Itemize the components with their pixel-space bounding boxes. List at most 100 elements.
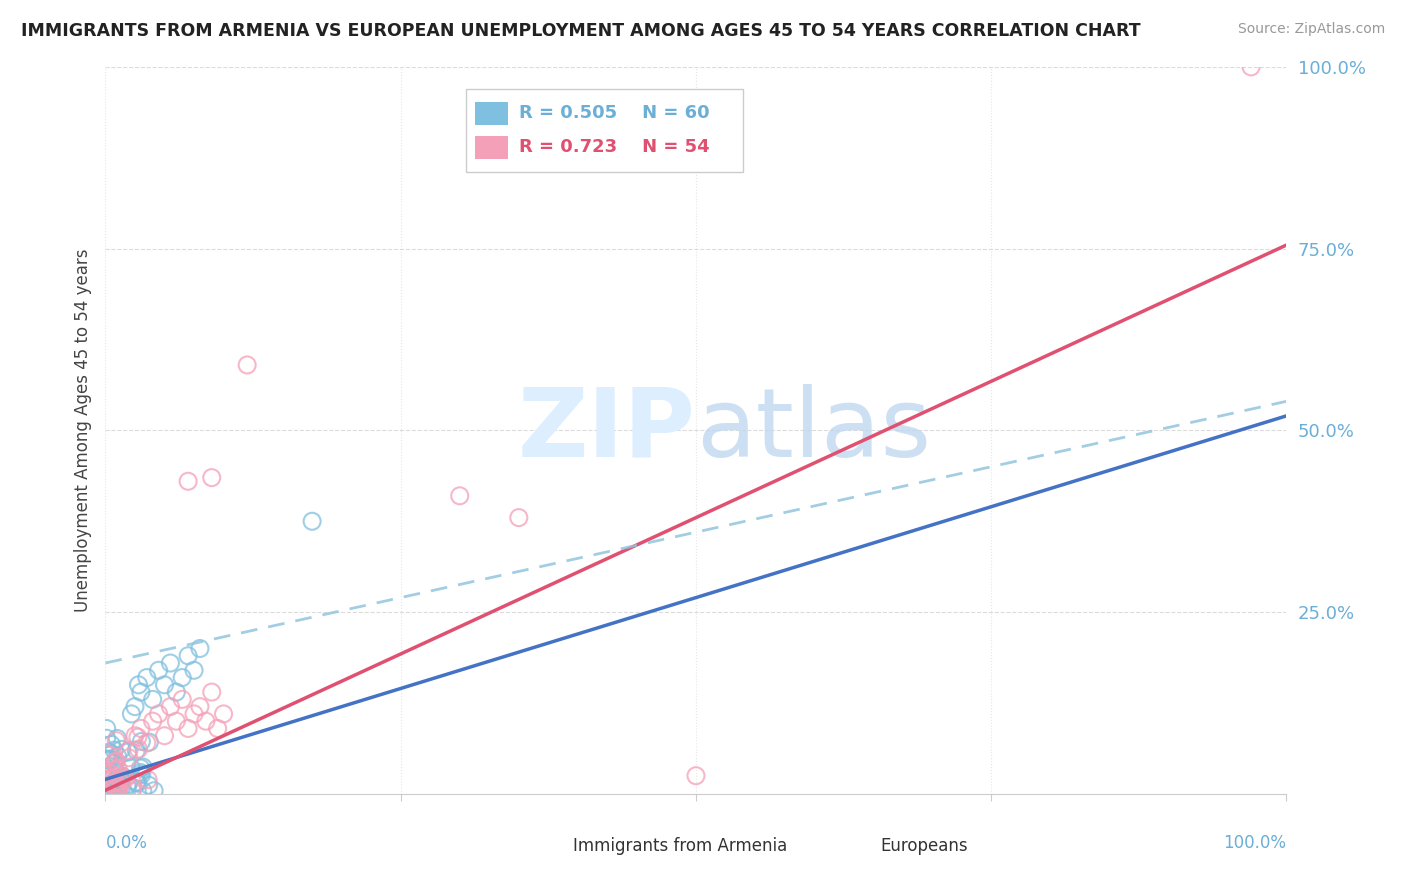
Text: 100.0%: 100.0%	[1223, 834, 1286, 852]
Point	[177, 722, 200, 736]
Point	[103, 779, 125, 793]
Point	[111, 769, 134, 783]
Point	[124, 729, 146, 743]
Point	[207, 722, 229, 736]
Point	[201, 685, 224, 699]
Point	[165, 685, 187, 699]
Point	[98, 745, 121, 759]
Point	[97, 752, 120, 766]
Point	[111, 772, 134, 786]
Point	[101, 781, 124, 796]
Text: Europeans: Europeans	[880, 838, 967, 855]
Point	[138, 778, 160, 792]
Point	[101, 759, 124, 773]
Point	[148, 663, 170, 677]
Text: ZIP: ZIP	[517, 384, 696, 477]
Point	[159, 699, 181, 714]
Point	[112, 770, 135, 784]
Point	[107, 762, 129, 776]
Point	[105, 731, 128, 746]
Point	[118, 750, 141, 764]
Point	[201, 470, 224, 484]
Point	[131, 767, 153, 781]
Point	[100, 766, 122, 780]
Point	[104, 756, 127, 770]
Point	[124, 699, 146, 714]
Point	[121, 784, 143, 798]
Point	[129, 765, 152, 780]
Point	[159, 656, 181, 670]
Point	[120, 761, 142, 775]
Point	[135, 671, 157, 685]
Point	[148, 706, 170, 721]
Point	[236, 358, 259, 372]
Point	[103, 763, 125, 777]
Point	[129, 761, 152, 775]
Text: R = 0.505    N = 60: R = 0.505 N = 60	[519, 103, 710, 121]
Point	[96, 722, 118, 736]
Text: Immigrants from Armenia: Immigrants from Armenia	[574, 838, 787, 855]
Point	[103, 779, 125, 793]
Point	[188, 699, 211, 714]
Point	[128, 678, 150, 692]
Point	[143, 783, 166, 797]
Point	[114, 772, 136, 786]
Point	[165, 714, 187, 728]
Point	[108, 768, 131, 782]
Point	[111, 776, 134, 790]
Point	[117, 777, 139, 791]
Point	[685, 769, 707, 783]
Point	[132, 760, 155, 774]
Point	[212, 706, 235, 721]
Point	[105, 733, 128, 747]
Point	[194, 714, 217, 728]
Point	[125, 743, 148, 757]
Point	[142, 692, 165, 706]
Point	[96, 779, 118, 793]
Point	[105, 772, 128, 787]
Point	[96, 753, 118, 767]
Point	[107, 749, 129, 764]
Point	[449, 489, 471, 503]
FancyBboxPatch shape	[838, 837, 870, 855]
Y-axis label: Unemployment Among Ages 45 to 54 years: Unemployment Among Ages 45 to 54 years	[73, 249, 91, 612]
Text: atlas: atlas	[696, 384, 931, 477]
Point	[172, 671, 194, 685]
Point	[101, 772, 124, 786]
Point	[104, 775, 127, 789]
Point	[301, 514, 323, 528]
Point	[142, 714, 165, 728]
Point	[129, 685, 152, 699]
Point	[127, 776, 149, 790]
Point	[96, 783, 118, 797]
Point	[96, 731, 118, 746]
Point	[105, 754, 128, 768]
Point	[136, 772, 159, 787]
Text: Source: ZipAtlas.com: Source: ZipAtlas.com	[1237, 22, 1385, 37]
Point	[96, 764, 118, 779]
Point	[177, 648, 200, 663]
Point	[110, 780, 132, 795]
Point	[508, 510, 530, 524]
Point	[100, 752, 122, 766]
Point	[118, 743, 141, 757]
Point	[183, 706, 205, 721]
Point	[97, 784, 120, 798]
Point	[127, 742, 149, 756]
FancyBboxPatch shape	[475, 136, 508, 160]
Point	[1240, 60, 1263, 74]
Point	[129, 722, 152, 736]
Point	[103, 743, 125, 757]
Point	[125, 774, 148, 789]
Point	[117, 745, 139, 759]
Point	[153, 729, 176, 743]
Point	[107, 778, 129, 792]
Point	[183, 663, 205, 677]
Point	[131, 734, 153, 748]
Point	[120, 706, 142, 721]
Point	[100, 738, 122, 752]
Point	[125, 776, 148, 790]
Point	[103, 776, 125, 790]
Point	[97, 772, 120, 786]
Point	[100, 784, 122, 798]
